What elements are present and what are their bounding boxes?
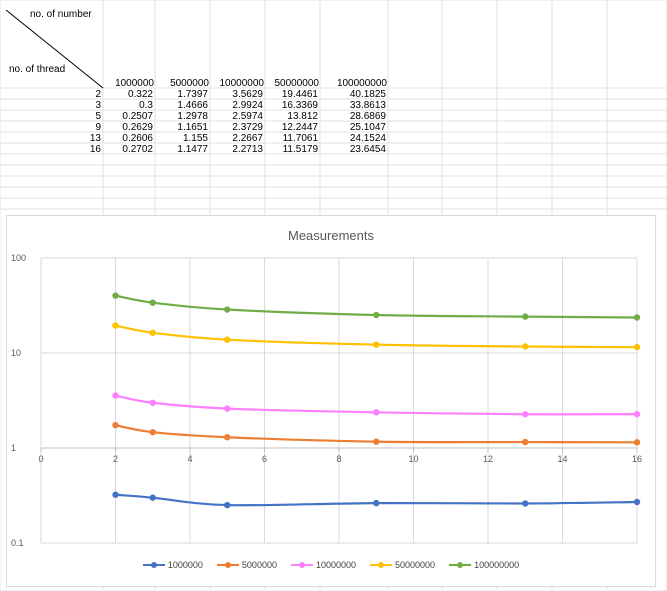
- data-point: [373, 312, 379, 318]
- data-point: [224, 502, 230, 508]
- data-point: [522, 411, 528, 417]
- data-point: [150, 330, 156, 336]
- data-point: [373, 438, 379, 444]
- data-point: [634, 314, 640, 320]
- data-point: [522, 439, 528, 445]
- data-point: [224, 405, 230, 411]
- legend-item: 1000000: [143, 558, 203, 572]
- legend-item: 10000000: [291, 558, 356, 572]
- x-tick-label: 14: [557, 454, 567, 464]
- legend-swatch-icon: [217, 561, 239, 569]
- x-tick-label: 8: [336, 454, 341, 464]
- data-point: [150, 494, 156, 500]
- legend-swatch-icon: [143, 561, 165, 569]
- legend-swatch-icon: [370, 561, 392, 569]
- data-point: [112, 322, 118, 328]
- y-tick-label: 0.1: [11, 538, 24, 548]
- corner-header-bottom: no. of thread: [9, 64, 65, 76]
- data-point: [112, 422, 118, 428]
- data-point: [373, 409, 379, 415]
- legend-label: 50000000: [395, 560, 435, 570]
- data-point: [634, 499, 640, 505]
- data-point: [112, 492, 118, 498]
- x-tick-label: 6: [262, 454, 267, 464]
- legend-swatch-icon: [291, 561, 313, 569]
- y-tick-label: 100: [11, 253, 26, 263]
- data-point: [224, 434, 230, 440]
- y-tick-label: 1: [11, 443, 16, 453]
- data-point: [150, 400, 156, 406]
- x-tick-label: 12: [483, 454, 493, 464]
- data-point: [522, 500, 528, 506]
- legend-item: 50000000: [370, 558, 435, 572]
- legend-label: 1000000: [168, 560, 203, 570]
- data-point: [224, 336, 230, 342]
- data-point: [634, 439, 640, 445]
- data-point: [112, 392, 118, 398]
- y-tick-label: 10: [11, 348, 21, 358]
- corner-header-top: no. of number: [30, 9, 92, 21]
- data-point: [224, 306, 230, 312]
- legend-label: 10000000: [316, 560, 356, 570]
- table-cell: 23.6454: [335, 144, 386, 156]
- data-point: [150, 429, 156, 435]
- corner-diagonal: [6, 10, 103, 88]
- x-tick-label: 16: [632, 454, 642, 464]
- x-tick-label: 0: [38, 454, 43, 464]
- thread-count-cell: 16: [50, 144, 101, 156]
- data-point: [112, 292, 118, 298]
- table-cell: 0.2702: [102, 144, 153, 156]
- x-tick-label: 10: [408, 454, 418, 464]
- chart-legend: 1000000 5000000 10000000 50000000 100000000: [7, 558, 655, 572]
- data-point: [150, 299, 156, 305]
- data-point: [522, 313, 528, 319]
- table-cell: 11.5179: [267, 144, 318, 156]
- table-cell: 1.1477: [157, 144, 208, 156]
- legend-item: 5000000: [217, 558, 277, 572]
- data-point: [634, 411, 640, 417]
- table-cell: 2.2713: [212, 144, 263, 156]
- chart-panel[interactable]: Measurements 0.1 1 10 100 0 2 4 6 8 10 12 14 16 10000…: [6, 215, 656, 587]
- data-point: [373, 341, 379, 347]
- legend-item: 100000000: [449, 558, 519, 572]
- data-point: [634, 344, 640, 350]
- legend-swatch-icon: [449, 561, 471, 569]
- chart-title: Measurements: [288, 228, 374, 243]
- legend-label: 100000000: [474, 560, 519, 570]
- x-tick-label: 4: [187, 454, 192, 464]
- data-point: [522, 343, 528, 349]
- legend-label: 5000000: [242, 560, 277, 570]
- x-tick-label: 2: [113, 454, 118, 464]
- line-chart: Measurements 0.1 1 10 100 0 2 4 6 8 10 12 14 16: [7, 216, 655, 586]
- data-point: [373, 500, 379, 506]
